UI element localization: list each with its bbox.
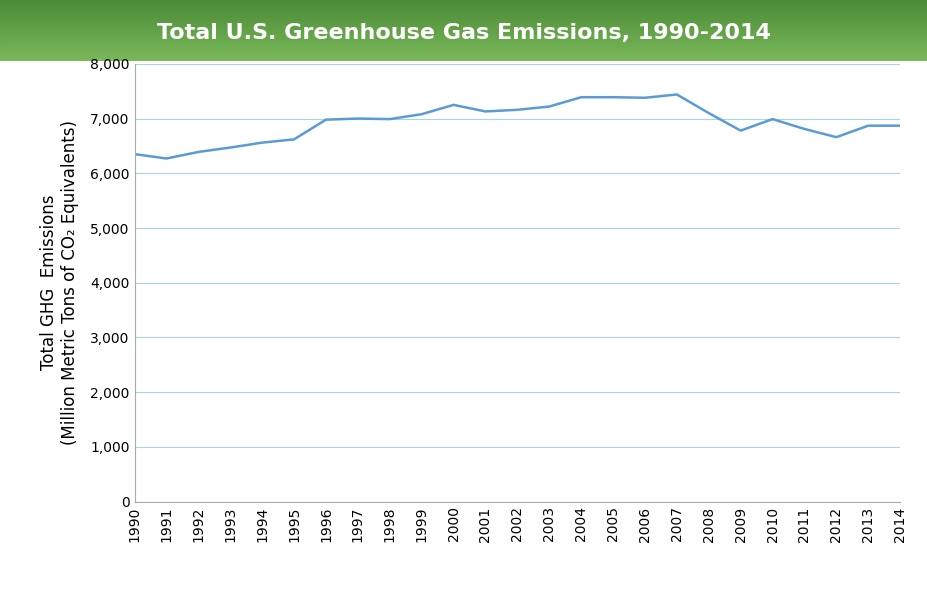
Bar: [0, 27, 927, 28]
Bar: [0, 20, 927, 21]
Bar: [0, 19, 927, 20]
Bar: [0, 57, 927, 58]
Bar: [0, 18, 927, 19]
Bar: [0, 9, 927, 10]
Bar: [0, 8, 927, 9]
Bar: [0, 58, 927, 59]
Y-axis label: Total GHG  Emissions
(Million Metric Tons of CO₂ Equivalents): Total GHG Emissions (Million Metric Tons…: [40, 120, 79, 445]
Bar: [0, 45, 927, 46]
Bar: [0, 21, 927, 22]
Bar: [0, 55, 927, 56]
Bar: [0, 46, 927, 47]
Bar: [0, 0, 927, 1]
Bar: [0, 39, 927, 40]
Bar: [0, 29, 927, 30]
Bar: [0, 11, 927, 12]
Bar: [0, 48, 927, 49]
Text: Total U.S. Greenhouse Gas Emissions, 1990-2014: Total U.S. Greenhouse Gas Emissions, 199…: [157, 24, 770, 43]
